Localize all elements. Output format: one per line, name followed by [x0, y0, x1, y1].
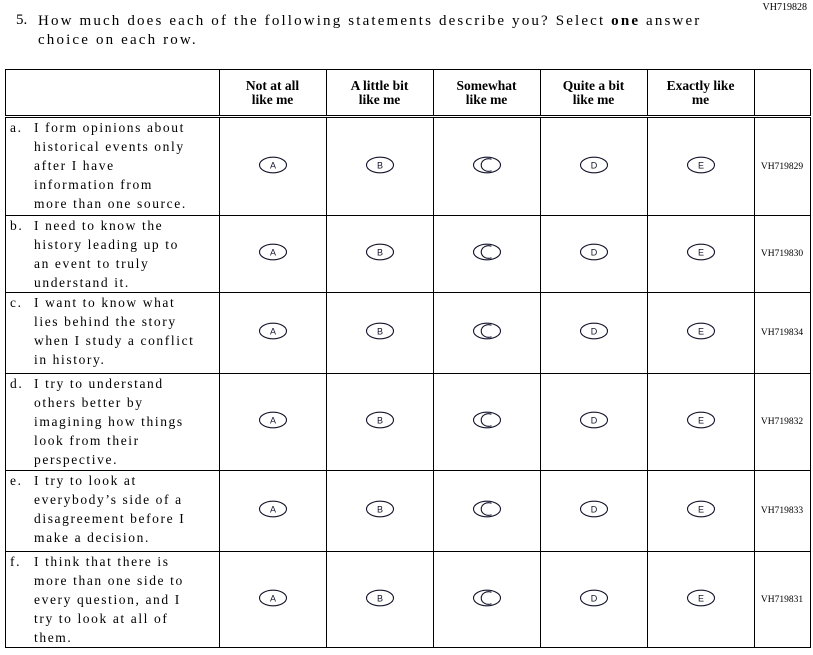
svg-text:B: B — [376, 327, 382, 337]
svg-text:D: D — [590, 160, 597, 170]
svg-text:B: B — [376, 505, 382, 515]
svg-text:E: E — [697, 416, 703, 426]
svg-text:E: E — [697, 505, 703, 515]
svg-text:A: A — [269, 248, 275, 258]
svg-text:E: E — [697, 160, 703, 170]
svg-text:D: D — [590, 593, 597, 603]
svg-text:A: A — [269, 160, 275, 170]
svg-text:B: B — [376, 248, 382, 258]
svg-text:D: D — [590, 416, 597, 426]
svg-text:B: B — [376, 416, 382, 426]
svg-text:E: E — [697, 327, 703, 337]
svg-text:A: A — [269, 593, 275, 603]
svg-text:A: A — [269, 505, 275, 515]
svg-text:B: B — [376, 160, 382, 170]
svg-text:E: E — [697, 248, 703, 258]
svg-text:D: D — [590, 248, 597, 258]
svg-text:E: E — [697, 593, 703, 603]
svg-text:D: D — [590, 327, 597, 337]
svg-text:A: A — [269, 416, 275, 426]
svg-text:A: A — [269, 327, 275, 337]
svg-text:D: D — [590, 505, 597, 515]
svg-text:B: B — [376, 593, 382, 603]
